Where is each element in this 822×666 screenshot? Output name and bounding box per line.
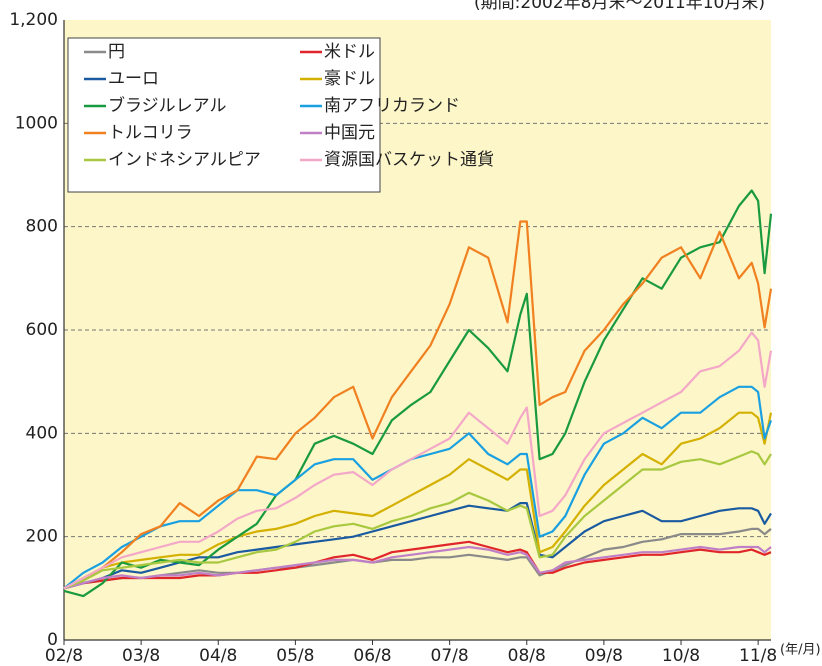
x-tick-label: 09/8 xyxy=(585,646,623,666)
y-tick-label: 0 xyxy=(47,630,58,650)
y-tick-label: 1000 xyxy=(15,113,58,133)
legend-label: トルコリラ xyxy=(108,123,193,143)
legend-label: 南アフリカランド xyxy=(324,96,460,116)
legend-box xyxy=(67,37,381,193)
x-tick-label: 10/8 xyxy=(662,646,700,666)
x-tick-label: 11/8 xyxy=(739,646,777,666)
legend-label: 米ドル xyxy=(324,42,375,62)
y-tick-label: 400 xyxy=(26,423,58,443)
series-line xyxy=(63,411,773,590)
x-axis-label: (年/月) xyxy=(780,643,821,658)
y-tick-label: 800 xyxy=(26,217,58,237)
series-line xyxy=(63,545,772,590)
x-tick-label: 06/8 xyxy=(353,646,391,666)
x-tick-label: 04/8 xyxy=(199,646,237,666)
series-line xyxy=(63,220,773,590)
series-line xyxy=(63,527,772,590)
series-line xyxy=(63,502,772,590)
chart-title: (期間:2002年8月末〜2011年10月末) xyxy=(474,0,765,13)
series-line xyxy=(63,450,772,590)
series-line xyxy=(63,189,773,598)
x-tick-label: 05/8 xyxy=(276,646,314,666)
legend-label: 資源国バスケット通貨 xyxy=(324,150,494,170)
legend-label: ユーロ xyxy=(108,69,159,89)
legend-label: 中国元 xyxy=(324,123,375,143)
y-tick-label: 200 xyxy=(26,527,58,547)
series-line xyxy=(63,385,773,590)
y-tick-label: 1,200 xyxy=(9,10,58,30)
x-tick-label: 02/8 xyxy=(45,646,83,666)
series-line xyxy=(63,331,773,590)
x-tick-label: 07/8 xyxy=(431,646,469,666)
legend-label: 円 xyxy=(108,42,125,62)
y-tick-label: 600 xyxy=(26,320,58,340)
x-tick-label: 03/8 xyxy=(122,646,160,666)
series-line xyxy=(63,540,772,590)
x-tick-label: 08/8 xyxy=(508,646,546,666)
legend-label: ブラジルレアル xyxy=(108,95,227,116)
legend-label: インドネシアルピア xyxy=(108,150,261,170)
legend-label: 豪ドル xyxy=(324,68,375,89)
